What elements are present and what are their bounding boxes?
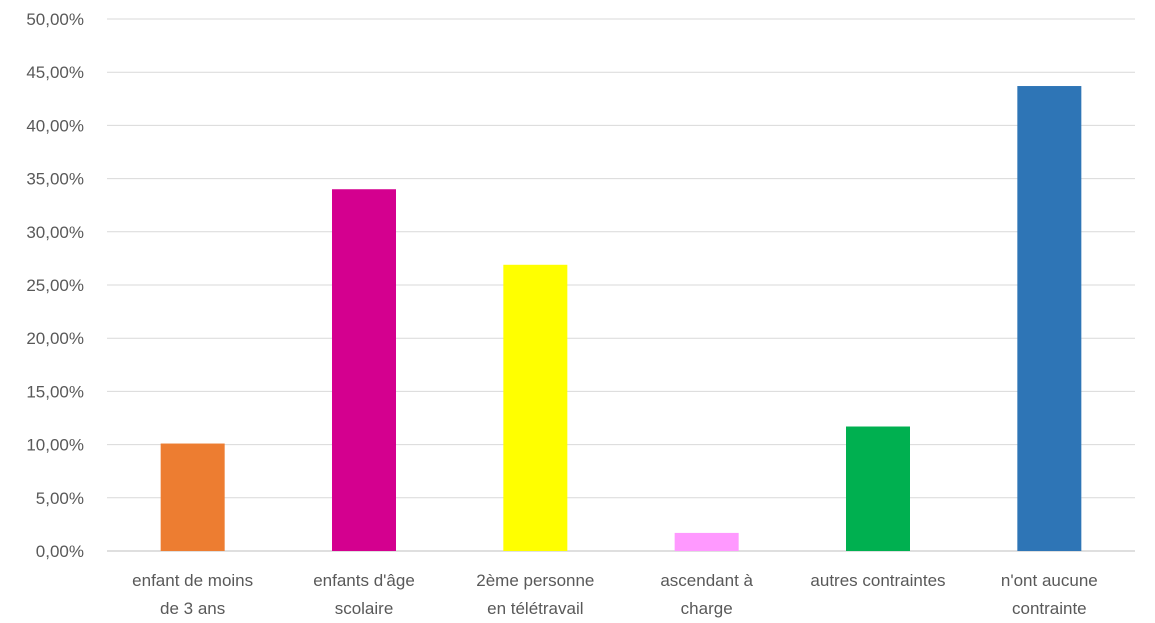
x-tick-label: 2ème personne en télétravail <box>476 571 594 618</box>
bar <box>846 426 910 551</box>
x-axis-tick-labels: enfant de moins de 3 ans enfants d'âge scol… <box>132 571 1098 618</box>
bars <box>160 86 1082 552</box>
y-axis-tick-labels: 0,00% 5,00% 10,00% 15,00% 20,00% 25,00% 30,00%… <box>26 10 84 561</box>
bar <box>332 189 396 552</box>
y-tick-label: 40,00% <box>26 116 84 135</box>
y-tick-label: 50,00% <box>26 10 84 29</box>
x-tick-label: autres contraintes <box>810 571 945 590</box>
y-tick-label: 30,00% <box>26 223 84 242</box>
y-tick-label: 25,00% <box>26 276 84 295</box>
gridlines <box>107 18 1135 552</box>
bar <box>674 532 739 551</box>
y-tick-label: 5,00% <box>36 489 84 508</box>
y-tick-label: 0,00% <box>36 542 84 561</box>
x-tick-label: enfant de moins de 3 ans <box>132 571 253 618</box>
x-tick-label: enfants d'âge scolaire <box>313 571 415 618</box>
bar <box>160 443 225 551</box>
x-tick-label: n'ont aucune contrainte <box>1001 571 1098 618</box>
x-tick-label: ascendant à charge <box>660 571 753 618</box>
y-tick-label: 20,00% <box>26 329 84 348</box>
y-tick-label: 10,00% <box>26 436 84 455</box>
y-tick-label: 35,00% <box>26 170 84 189</box>
bar <box>503 264 568 551</box>
y-tick-label: 15,00% <box>26 382 84 401</box>
y-tick-label: 45,00% <box>26 63 84 82</box>
bar <box>1017 86 1082 552</box>
